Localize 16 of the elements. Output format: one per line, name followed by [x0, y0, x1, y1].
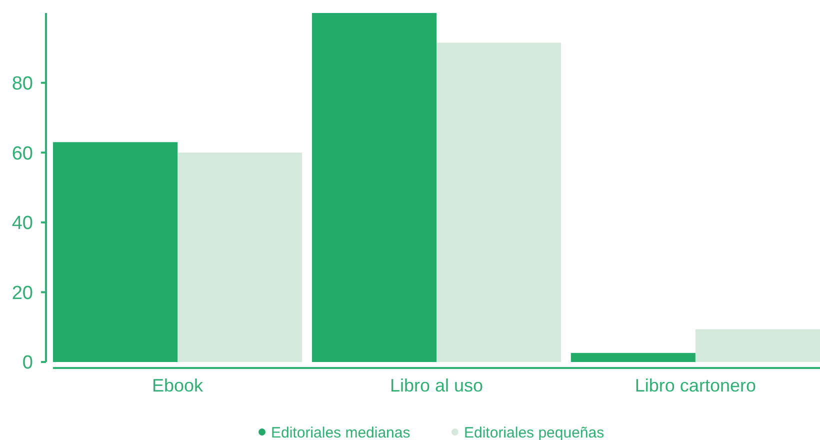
- y-tick-label: 0: [22, 352, 33, 374]
- bar: [570, 352, 696, 362]
- bar: [436, 42, 562, 362]
- bar: [53, 142, 178, 362]
- bar: [312, 13, 436, 362]
- x-tick-label: Libro al uso: [390, 375, 484, 396]
- x-tick-label: Libro cartonero: [634, 375, 756, 396]
- y-tick-label: 60: [12, 143, 33, 164]
- x-tick-label: Ebook: [152, 375, 204, 396]
- y-tick-label: 40: [12, 213, 33, 234]
- y-tick-label: 80: [12, 73, 33, 94]
- legend-label: Editoriales medianas: [271, 424, 410, 440]
- bar: [695, 329, 820, 362]
- y-tick-label: 20: [12, 282, 33, 304]
- legend-label: Editoriales pequeñas: [464, 424, 604, 440]
- bar: [178, 152, 302, 362]
